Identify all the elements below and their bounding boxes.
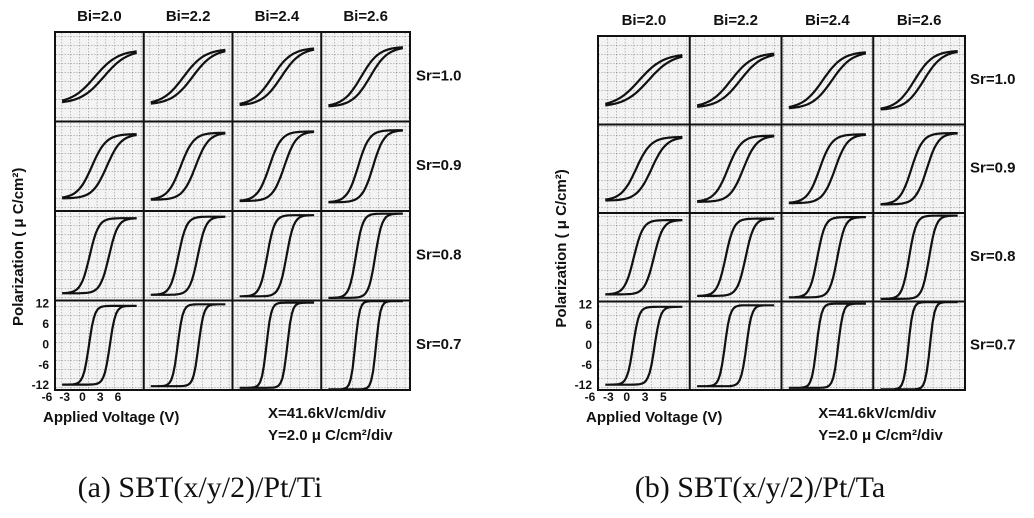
x-tick-label: 5 xyxy=(660,390,667,404)
x-axis-label: Applied Voltage (V) xyxy=(43,409,179,426)
y-tick-label: 0 xyxy=(585,338,592,352)
x-tick-label: 3 xyxy=(642,390,649,404)
column-label: Bi=2.0 xyxy=(77,8,122,25)
row-label: Sr=1.0 xyxy=(416,68,461,85)
scale-y: Y=2.0 μ C/cm²/div xyxy=(818,427,943,444)
scale-y: Y=2.0 μ C/cm²/div xyxy=(268,427,393,444)
column-label: Bi=2.4 xyxy=(805,12,850,29)
page: {"panels": [ {"columns": ["Bi=2.0", "Bi=… xyxy=(0,0,1034,518)
x-tick-label: -6 xyxy=(42,390,53,404)
x-tick-label: -3 xyxy=(59,390,70,404)
y-tick-label: -6 xyxy=(38,358,49,372)
y-tick-label: 12 xyxy=(36,297,50,311)
y-tick-label: 12 xyxy=(579,298,593,312)
scale-x: X=41.6kV/cm/div xyxy=(818,405,937,422)
x-axis-label: Applied Voltage (V) xyxy=(586,409,722,426)
x-tick-label: 0 xyxy=(623,390,630,404)
x-tick-label: 3 xyxy=(97,390,104,404)
row-label: Sr=0.7 xyxy=(416,336,461,353)
scale-x: X=41.6kV/cm/div xyxy=(268,405,387,422)
y-tick-label: 0 xyxy=(42,337,49,351)
y-axis-label: Polarization ( μ C/cm²) xyxy=(553,169,570,327)
row-label: Sr=0.7 xyxy=(970,337,1015,354)
y-tick-label: -6 xyxy=(581,358,592,372)
row-label: Sr=0.8 xyxy=(416,247,461,264)
row-label: Sr=1.0 xyxy=(970,71,1015,88)
figure: Bi=2.0 Bi=2.2 Bi=2.4 Bi=2.6 Sr=1.0 Sr=0.9 Sr=0… xyxy=(0,0,1034,518)
row-label: Sr=0.8 xyxy=(970,248,1015,265)
x-tick-label: 6 xyxy=(115,390,122,404)
column-label: Bi=2.2 xyxy=(166,8,211,25)
x-tick-label: 0 xyxy=(79,390,86,404)
column-label: Bi=2.6 xyxy=(343,8,388,25)
caption: (a) SBT(x/y/2)/Pt/Ti xyxy=(78,471,323,504)
y-axis-label: Polarization ( μ C/cm²) xyxy=(10,168,27,326)
x-tick-label: -3 xyxy=(603,390,614,404)
column-label: Bi=2.0 xyxy=(622,12,667,29)
column-label: Bi=2.2 xyxy=(713,12,758,29)
caption: (b) SBT(x/y/2)/Pt/Ta xyxy=(635,471,885,504)
y-tick-label: 6 xyxy=(585,318,592,332)
column-label: Bi=2.4 xyxy=(255,8,300,25)
y-tick-label: 6 xyxy=(42,317,49,331)
row-label: Sr=0.9 xyxy=(416,157,461,174)
x-tick-label: -6 xyxy=(585,390,596,404)
row-label: Sr=0.9 xyxy=(970,160,1015,177)
column-label: Bi=2.6 xyxy=(897,12,942,29)
